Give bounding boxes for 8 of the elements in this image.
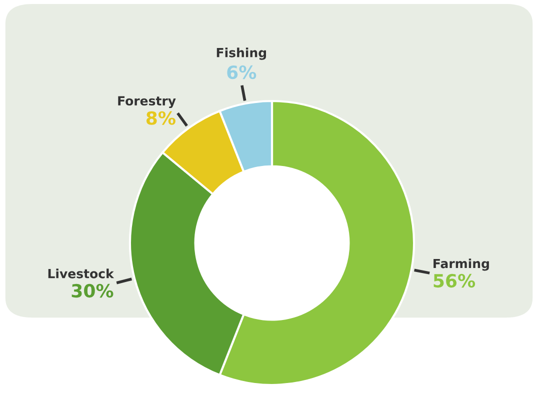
- data-label: 30%: [72, 284, 114, 298]
- data-label: 56%: [434, 274, 476, 288]
- slice-label: Forestry: [118, 96, 176, 108]
- data-label: 8%: [146, 111, 176, 125]
- slice-label: Livestock: [48, 268, 114, 278]
- slice-label: Fishing: [216, 48, 266, 60]
- slice-label: Farming: [434, 258, 489, 271]
- data-label: 6%: [227, 65, 256, 80]
